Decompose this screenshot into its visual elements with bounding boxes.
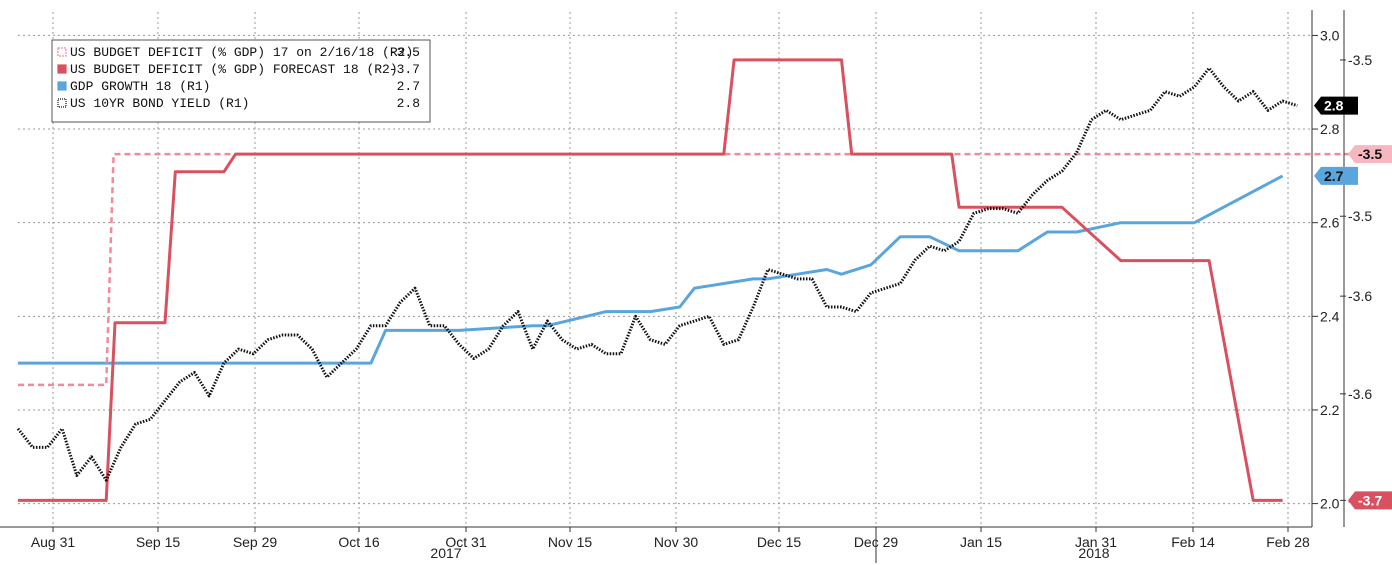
x-tick-label: Feb 28 (1266, 534, 1310, 550)
r1-tick-label: 2.4 (1320, 308, 1340, 324)
r1-tick-label: 2.8 (1320, 121, 1340, 137)
r2-tick-label: -3.6 (1348, 288, 1372, 304)
last-value-tag-text: 2.8 (1324, 98, 1344, 114)
legend-label: US BUDGET DEFICIT (% GDP) 17 on 2/16/18 … (70, 45, 413, 60)
series-lines (16, 58, 1392, 502)
legend-value: -3.7 (389, 62, 420, 77)
r1-tick-label: 2.0 (1320, 496, 1340, 512)
y-axis-ticks: 2.02.22.42.62.83.0-3.7-3.6-3.6-3.5-3.5 (1312, 10, 1372, 527)
series-line (16, 66, 1298, 482)
x-tick-label: Feb 14 (1171, 534, 1215, 550)
legend-swatch (57, 64, 67, 74)
last-value-tag: -3.5 (1348, 145, 1392, 164)
last-value-tag: 2.8 (1314, 96, 1358, 115)
r2-tick-label: -3.5 (1348, 52, 1372, 68)
series-line (18, 174, 1284, 365)
r1-tick-label: 3.0 (1320, 27, 1340, 43)
legend-swatch (57, 47, 67, 57)
legend-label: US BUDGET DEFICIT (% GDP) FORECAST 18 (R… (70, 62, 398, 77)
legend-swatch (57, 81, 67, 91)
last-value-tag-shape (1314, 166, 1358, 185)
x-tick-label: Aug 31 (31, 534, 76, 550)
year-label: 2018 (1078, 545, 1109, 561)
last-value-tag: 2.7 (1314, 166, 1358, 185)
last-value-tag-text: -3.5 (1358, 146, 1382, 162)
r2-tick-label: -3.6 (1348, 386, 1372, 402)
legend-value: 2.7 (397, 79, 420, 94)
x-tick-label: Oct 31 (445, 534, 486, 550)
x-tick-label: Jan 31 (1075, 534, 1117, 550)
legend-box (51, 39, 431, 123)
legend-value: 2.8 (397, 96, 420, 111)
r1-tick-label: 2.6 (1320, 215, 1340, 231)
x-tick-label: Nov 15 (548, 534, 593, 550)
last-value-tag-shape (1314, 96, 1358, 115)
legend-label: US 10YR BOND YIELD (R1) (70, 96, 249, 111)
x-tick-label: Sep 29 (233, 534, 278, 550)
last-value-tag: -3.7 (1348, 491, 1392, 510)
x-tick-label: Sep 15 (136, 534, 181, 550)
x-tick-label: Jan 15 (960, 534, 1002, 550)
series-line (18, 58, 1283, 502)
legend: US BUDGET DEFICIT (% GDP) 17 on 2/16/18 … (51, 39, 431, 123)
last-value-tag-text: -3.7 (1358, 492, 1382, 508)
series-line (18, 152, 1392, 387)
last-value-tags: 2.8 -3.5 2.7 -3.7 (1314, 96, 1392, 510)
r1-tick-label: 2.2 (1320, 402, 1340, 418)
r2-tick-label: -3.5 (1348, 208, 1372, 224)
x-tick-label: Dec 15 (757, 534, 802, 550)
x-tick-label: Oct 16 (338, 534, 379, 550)
last-value-tag-shape (1348, 491, 1392, 510)
x-axis-ticks: Aug 31 Sep 15 Sep 29 Oct 16 Oct 31 Nov 15 Nov … (31, 527, 1310, 563)
year-label: 2017 (430, 545, 461, 561)
x-tick-label: Nov 30 (654, 534, 699, 550)
legend-value: -3.5 (389, 45, 420, 60)
last-value-tag-text: 2.7 (1324, 168, 1344, 184)
legend-label: GDP GROWTH 18 (R1) (70, 79, 210, 94)
last-value-tag-shape (1348, 145, 1392, 164)
legend-swatch (57, 98, 67, 108)
